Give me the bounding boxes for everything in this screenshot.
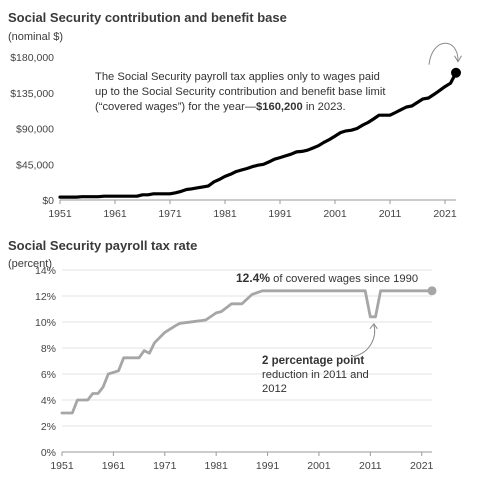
chart2-annotation-reduction-run: reduction in 2011 and	[262, 369, 369, 381]
chart1-x-tick-label: 1981	[213, 208, 237, 220]
chart1-ylabel: (nominal $)	[8, 31, 63, 43]
chart1-x-tick-label: 1991	[268, 208, 292, 220]
chart1-x-tick-label: 1951	[48, 208, 72, 220]
chart1-x-tick-label: 1971	[158, 208, 182, 220]
chart2-ylabel: (percent)	[8, 258, 52, 270]
chart2-y-tick-label: 4%	[41, 395, 56, 407]
chart1-y-tick-label: $90,000	[16, 124, 54, 136]
chart2-annotation-rate-run: of covered wages since 1990	[270, 273, 418, 285]
chart1-annotation-run: up to the Social Security contribution a…	[95, 86, 386, 98]
chart2-x-tick-label: 2021	[410, 460, 434, 472]
chart2-x-tick-label: 1951	[50, 460, 74, 472]
chart2-annotation-reduction-line: reduction in 2011 and	[262, 369, 369, 381]
chart2-x-tick-label: 1981	[204, 460, 228, 472]
chart1-y-tick-label: $135,000	[10, 88, 54, 100]
chart1-y-tick-label: $45,000	[16, 159, 54, 171]
chart2-endpoint-marker	[427, 286, 437, 296]
chart2-annotation-reduction-line: 2012	[262, 383, 287, 395]
chart1-endpoint-marker	[451, 67, 461, 78]
chart1-annotation-line: (“covered wages”) for the year—$160,200 …	[95, 101, 346, 113]
chart1-annotation-run: $160,200	[256, 101, 303, 113]
chart2-x-tick-label: 1961	[102, 460, 126, 472]
chart1-y-tick-label: $180,000	[10, 52, 54, 64]
chart1-annotation-run: The Social Security payroll tax applies …	[95, 71, 380, 83]
chart2-callout-arrow	[352, 324, 376, 358]
chart2-plot: 0% 2% 4% 6% 8% 10% 12% 14% 1951 1961 1971 1981 1991 2…	[35, 265, 437, 472]
chart2-series-line	[60, 289, 434, 415]
chart2-y-tick-label: 2%	[41, 421, 56, 433]
chart1-x-tick-label: 2001	[323, 208, 347, 220]
chart2-annotation-rate-run: 12.4%	[236, 271, 270, 285]
chart2-x-tick-label: 1971	[153, 460, 177, 472]
chart2-callout-arrowhead	[369, 322, 378, 330]
chart2-y-tick-label: 6%	[41, 369, 56, 381]
chart2-y-tick-label: 8%	[41, 343, 56, 355]
chart1-y-tick-label: $0	[42, 195, 54, 207]
chart1-x-tick-label: 2011	[379, 208, 402, 220]
chart2-title: Social Security payroll tax rate	[8, 238, 197, 253]
chart1-x-tick-label: 2021	[433, 208, 457, 220]
chart1-x-tick-label: 1961	[103, 208, 127, 220]
chart1-title: Social Security contribution and benefit…	[8, 10, 287, 25]
chart1-plot: $0 $45,000 $90,000 $135,000 $180,000 1951 1961…	[10, 42, 462, 220]
chart1-annotation-run: in 2023.	[303, 101, 346, 113]
chart2-x-tick-label: 2001	[307, 460, 331, 472]
chart2-y-tick-label: 10%	[35, 317, 56, 329]
chart2-y-tick-label: 14%	[35, 265, 56, 277]
chart2-x-tick-label: 1991	[256, 460, 280, 472]
chart1-annotation-line: The Social Security payroll tax applies …	[95, 71, 380, 83]
chart2-annotation-reduction-run: 2 percentage point	[262, 355, 364, 367]
chart2-x-tick-label: 2011	[359, 460, 382, 472]
chart1-series-line	[58, 71, 458, 199]
chart2-annotation-rate: 12.4% of covered wages since 1990	[236, 271, 418, 285]
chart1-annotation-line: up to the Social Security contribution a…	[95, 86, 386, 98]
chart1-annotation-run: (“covered wages”) for the year—	[95, 101, 257, 113]
chart2-annotation-reduction-run: 2012	[262, 383, 287, 395]
chart2-y-tick-label: 0%	[41, 447, 56, 459]
chart2-y-tick-label: 12%	[35, 291, 56, 303]
chart1-callout-arrowhead	[454, 55, 462, 63]
chart2-annotation-reduction-line: 2 percentage point	[262, 355, 364, 367]
chart1-callout-arrow	[428, 42, 459, 65]
